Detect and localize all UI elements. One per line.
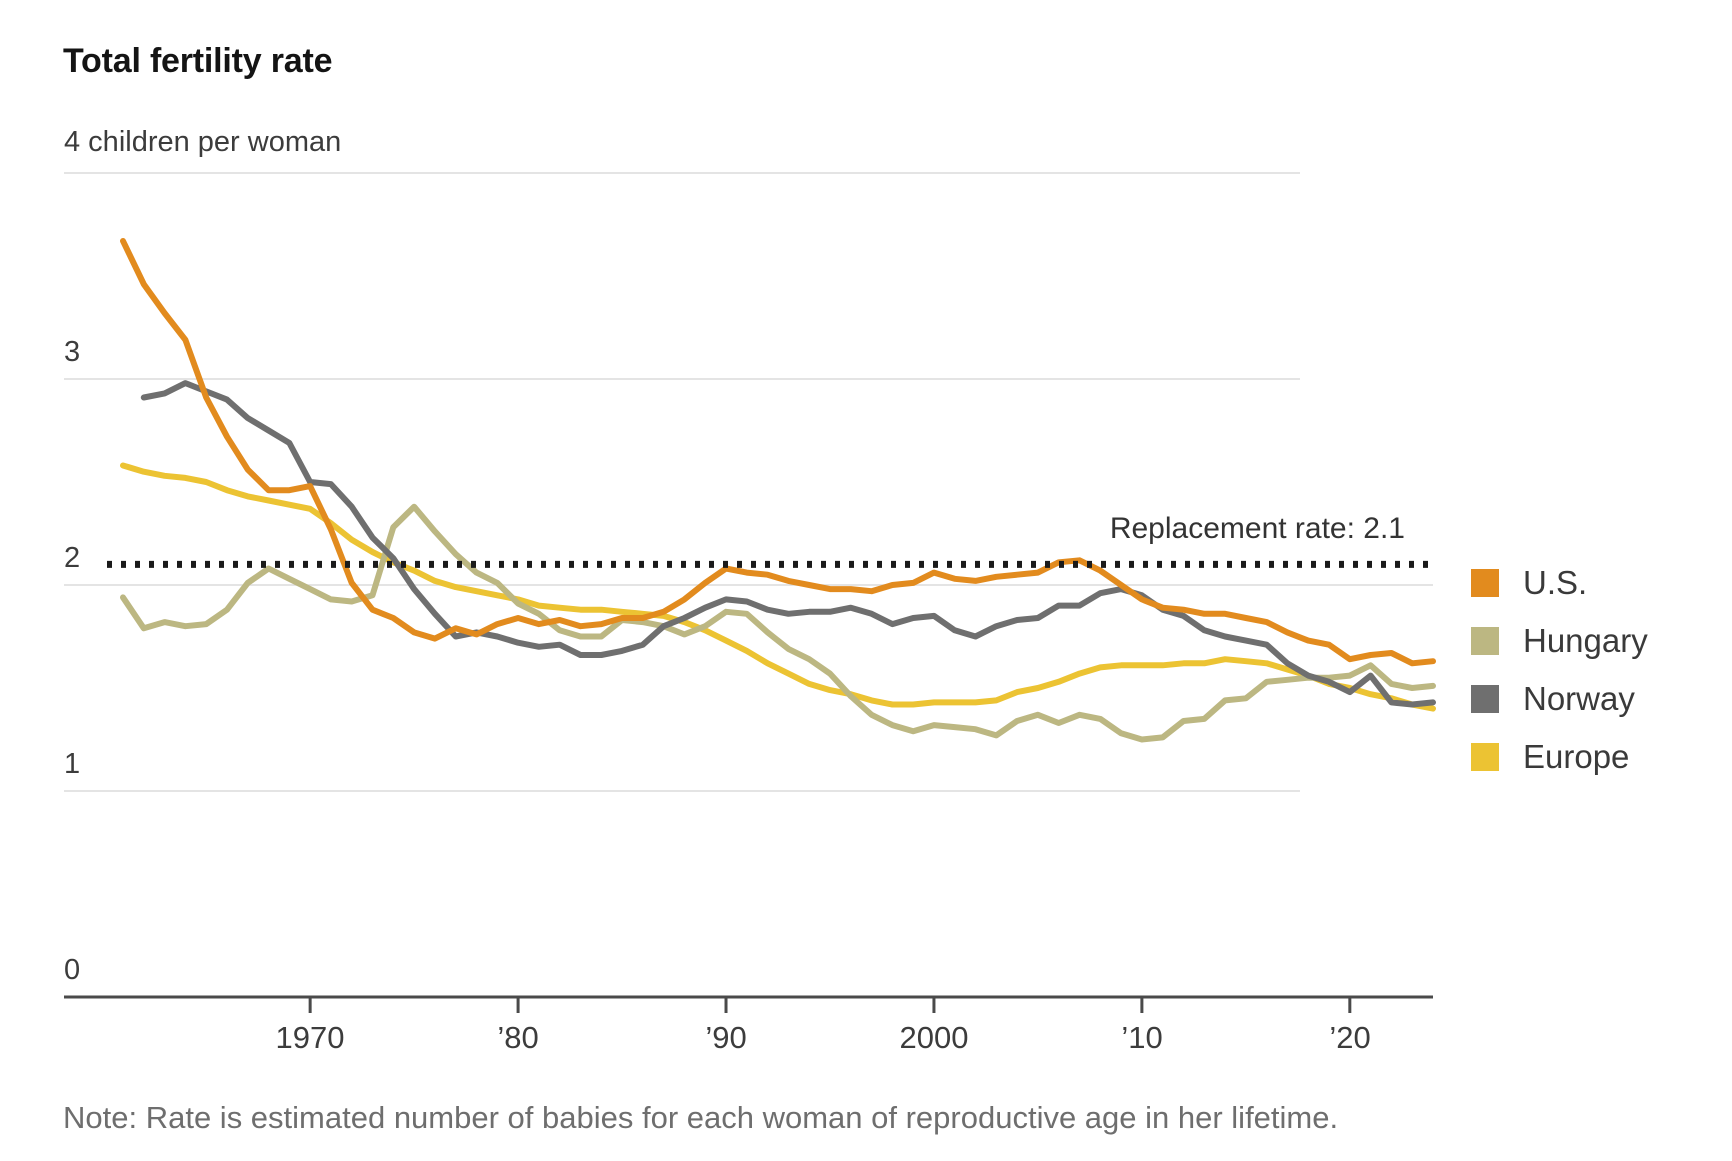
y-tick-label-0: 0	[64, 954, 81, 986]
hungary-swatch-icon	[1471, 627, 1499, 655]
series-line-us	[120, 238, 1436, 667]
x-tick-label-2010: ’10	[1121, 1020, 1163, 1055]
legend-label-hungary: Hungary	[1523, 622, 1648, 659]
legend-item-us: U.S.	[1471, 564, 1648, 601]
legend-label-norway: Norway	[1523, 680, 1635, 717]
y-tick-label-2: 2	[64, 542, 81, 574]
x-tick-label-1990: ’90	[705, 1020, 747, 1055]
x-tick-label-2000: 2000	[899, 1020, 969, 1055]
y-tick-label-1: 1	[64, 748, 81, 780]
x-tick-label-1970: 1970	[275, 1020, 345, 1055]
x-tick-label-2020: ’20	[1329, 1020, 1371, 1055]
x-tick-label-1980: ’80	[497, 1020, 539, 1055]
norway-swatch-icon	[1471, 685, 1499, 713]
series-line-europe	[120, 462, 1436, 712]
legend-item-europe: Europe	[1471, 738, 1648, 775]
replacement-rate-label: Replacement rate: 2.1	[1109, 512, 1405, 545]
footnote: Note: Rate is estimated number of babies…	[63, 1100, 1339, 1135]
legend-label-us: U.S.	[1523, 564, 1588, 601]
us-swatch-icon	[1471, 569, 1499, 597]
series-line-norway	[140, 380, 1436, 708]
legend: U.S. Hungary Norway Europe	[1471, 564, 1648, 775]
page-title: Total fertility rate	[63, 42, 333, 80]
series-line-hungary	[120, 503, 1436, 743]
legend-item-norway: Norway	[1471, 680, 1648, 717]
legend-label-europe: Europe	[1523, 738, 1630, 775]
europe-swatch-icon	[1471, 743, 1499, 771]
y-axis-unit-label: 4 children per woman	[64, 126, 342, 158]
legend-item-hungary: Hungary	[1471, 622, 1648, 659]
y-tick-label-3: 3	[64, 336, 81, 368]
